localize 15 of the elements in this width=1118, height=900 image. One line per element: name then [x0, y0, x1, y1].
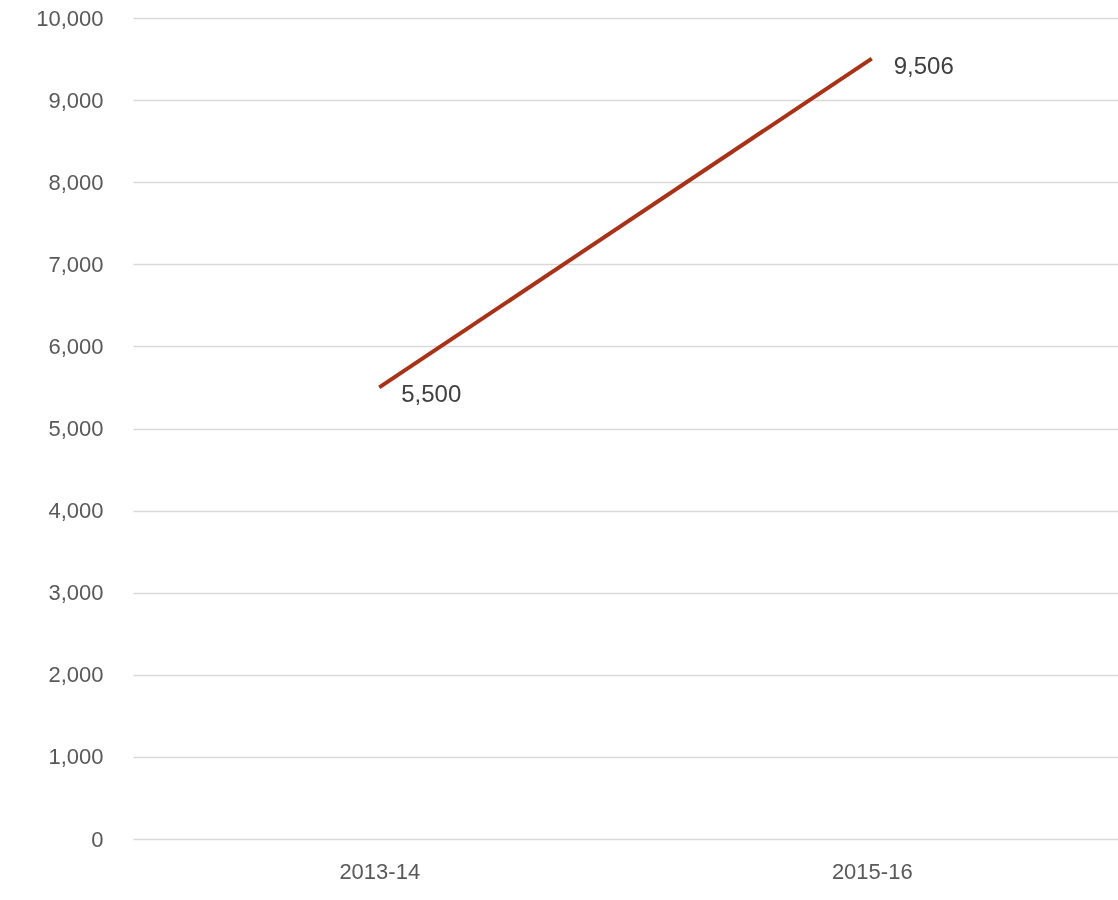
- y-tick-label: 9,000: [48, 87, 104, 113]
- y-tick-label: 4,000: [48, 498, 104, 524]
- y-tick-label: 2,000: [48, 662, 104, 688]
- x-tick-label: 2013-14: [339, 858, 421, 884]
- y-tick-label: 8,000: [48, 169, 104, 195]
- y-tick-label: 6,000: [48, 333, 104, 359]
- y-tick-label: 7,000: [48, 251, 104, 277]
- y-tick-label: 0: [91, 826, 104, 852]
- y-tick-label: 5,000: [48, 416, 104, 441]
- x-tick-label: 2015-16: [831, 858, 913, 884]
- y-tick-label: 1,000: [48, 744, 104, 770]
- data-label: 5,500: [401, 380, 462, 408]
- y-tick-label: 10,000: [36, 5, 104, 31]
- data-label: 9,506: [893, 51, 954, 79]
- y-tick-label: 3,000: [48, 580, 104, 606]
